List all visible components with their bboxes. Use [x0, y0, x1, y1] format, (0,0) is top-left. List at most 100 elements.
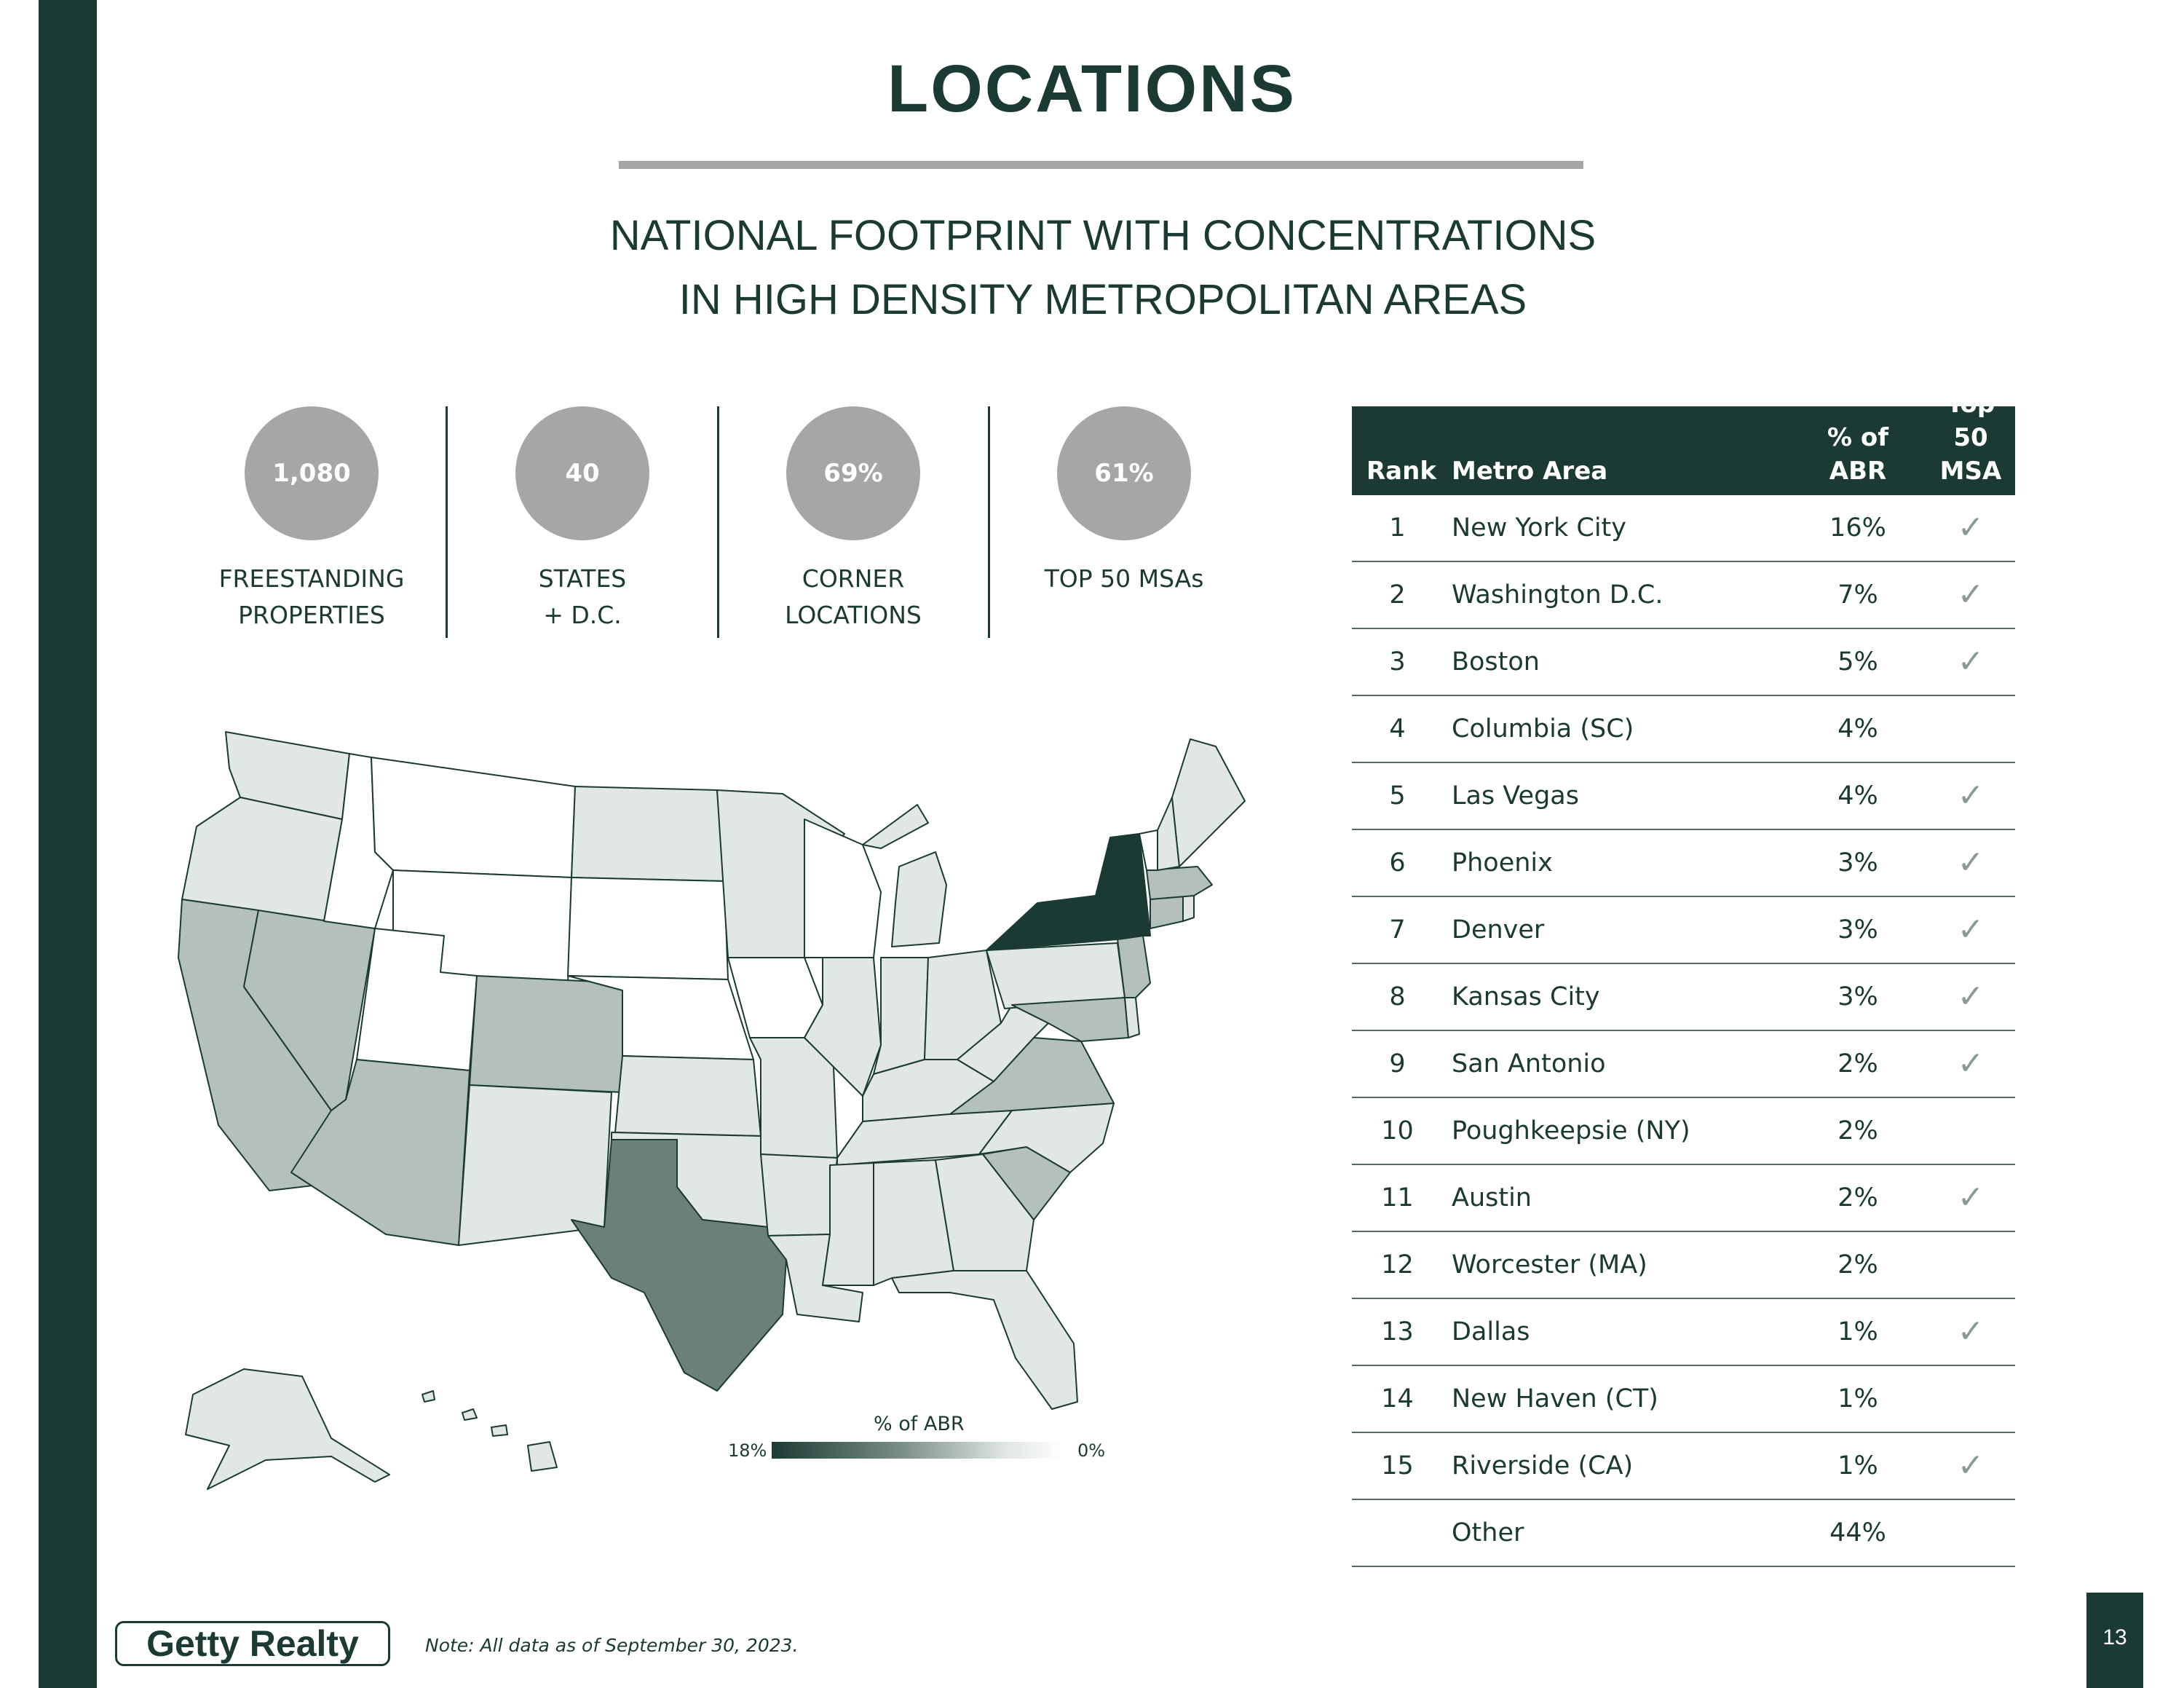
top50-check-icon: ✓	[1957, 643, 1985, 680]
header-metro-area: Metro Area	[1452, 457, 1608, 486]
metro-area-table: Rank Metro Area % of ABR Top 50 MSA 1 New…	[1352, 390, 2015, 1567]
state-ak	[185, 1368, 390, 1490]
left-brand-bar	[39, 0, 97, 1688]
cell-pct-abr: 4%	[1837, 714, 1878, 744]
top50-check-icon: ✓	[1957, 1179, 1985, 1216]
table-header: Rank Metro Area % of ABR Top 50 MSA	[1352, 390, 2015, 495]
cell-pct-abr: 3%	[1837, 915, 1878, 944]
table-row: 9 San Antonio 2% ✓	[1352, 1031, 2015, 1098]
cell-pct-abr: 1%	[1837, 1451, 1878, 1480]
getty-realty-logo: Getty Realty	[115, 1621, 390, 1666]
stat-value-circle: 1,080	[245, 406, 379, 540]
cell-metro-area: Worcester (MA)	[1452, 1250, 1647, 1279]
state-ks	[614, 1055, 761, 1137]
footnote: Note: All data as of September 30, 2023.	[425, 1635, 799, 1656]
state-co	[469, 975, 627, 1093]
state-mt	[371, 757, 576, 878]
stat-top50-msas: 61% TOP 50 MSAs	[993, 406, 1255, 597]
cell-metro-area: Other	[1452, 1518, 1524, 1547]
cell-metro-area: Denver	[1452, 915, 1545, 944]
state-ct	[1150, 895, 1184, 929]
stat-divider	[446, 406, 448, 638]
cell-rank: 13	[1381, 1317, 1414, 1346]
us-abr-map	[178, 731, 1246, 1490]
cell-metro-area: San Antonio	[1452, 1049, 1606, 1078]
cell-pct-abr: 2%	[1837, 1183, 1878, 1212]
table-row: 1 New York City 16% ✓	[1352, 495, 2015, 562]
state-in	[873, 957, 929, 1075]
stat-value-circle: 69%	[786, 406, 920, 540]
state-ny	[986, 833, 1151, 951]
cell-rank: 15	[1381, 1451, 1414, 1480]
map-legend-max-label: 0%	[1077, 1440, 1106, 1461]
cell-rank: 5	[1389, 781, 1406, 811]
state-md	[1011, 997, 1129, 1042]
state-ma	[1146, 866, 1213, 900]
cell-pct-abr: 2%	[1837, 1116, 1878, 1145]
stat-value-circle: 61%	[1057, 406, 1191, 540]
header-top50-msa: Top 50 MSA	[1939, 390, 2002, 486]
top50-check-icon: ✓	[1957, 576, 1985, 613]
cell-metro-area: Washington D.C.	[1452, 580, 1663, 610]
cell-rank: 14	[1381, 1384, 1414, 1413]
cell-metro-area: Poughkeepsie (NY)	[1452, 1116, 1690, 1145]
cell-pct-abr: 5%	[1837, 647, 1878, 677]
table-row: 6 Phoenix 3% ✓	[1352, 830, 2015, 897]
cell-rank: 6	[1389, 848, 1406, 877]
state-ga	[935, 1153, 1034, 1271]
cell-metro-area: New Haven (CT)	[1452, 1384, 1658, 1413]
cell-metro-area: New York City	[1452, 513, 1626, 543]
cell-metro-area: Phoenix	[1452, 848, 1553, 877]
state-nm	[458, 1084, 612, 1246]
table-row: 7 Denver 3% ✓	[1352, 897, 2015, 964]
cell-pct-abr: 3%	[1837, 982, 1878, 1011]
cell-pct-abr: 2%	[1837, 1049, 1878, 1078]
cell-rank: 1	[1389, 513, 1406, 543]
top50-check-icon: ✓	[1957, 978, 1985, 1015]
cell-metro-area: Las Vegas	[1452, 781, 1579, 811]
cell-pct-abr: 3%	[1837, 848, 1878, 877]
stat-value-circle: 40	[515, 406, 649, 540]
table-row: 2 Washington D.C. 7% ✓	[1352, 562, 2015, 629]
table-row: 4 Columbia (SC) 4%	[1352, 696, 2015, 763]
table-row: 14 New Haven (CT) 1%	[1352, 1366, 2015, 1433]
page-number-box: 13	[2086, 1593, 2143, 1688]
state-ri	[1182, 895, 1195, 922]
cell-rank: 8	[1389, 982, 1406, 1011]
table-row: 5 Las Vegas 4% ✓	[1352, 763, 2015, 830]
subtitle-line-2: IN HIGH DENSITY METROPOLITAN AREAS	[678, 276, 1527, 323]
table-row: 10 Poughkeepsie (NY) 2%	[1352, 1098, 2015, 1165]
state-il	[804, 957, 882, 1097]
table-row: 3 Boston 5% ✓	[1352, 629, 2015, 696]
cell-pct-abr: 16%	[1829, 513, 1886, 543]
page-number: 13	[2102, 1625, 2127, 1649]
cell-rank: 7	[1389, 915, 1406, 944]
stat-freestanding-properties: 1,080 FREESTANDING PROPERTIES	[181, 406, 443, 634]
cell-pct-abr: 7%	[1837, 580, 1878, 610]
cell-pct-abr: 44%	[1829, 1518, 1886, 1547]
top50-check-icon: ✓	[1957, 1447, 1985, 1484]
table-body: 1 New York City 16% ✓ 2 Washington D.C. 7% ✓ 3 Bo…	[1352, 495, 2015, 1567]
stat-label: FREESTANDING PROPERTIES	[218, 564, 405, 629]
map-legend-gradient	[772, 1442, 1063, 1459]
top50-check-icon: ✓	[1957, 509, 1985, 546]
cell-rank: 4	[1389, 714, 1406, 744]
state-me	[1171, 738, 1246, 867]
state-hi	[422, 1390, 558, 1472]
cell-metro-area: Riverside (CA)	[1452, 1451, 1634, 1480]
header-pct-abr: % of ABR	[1827, 423, 1889, 486]
state-az	[290, 1059, 470, 1246]
state-mi	[862, 804, 947, 947]
table-row: 8 Kansas City 3% ✓	[1352, 964, 2015, 1031]
table-row: 15 Riverside (CA) 1% ✓	[1352, 1433, 2015, 1500]
map-legend-title: % of ABR	[874, 1413, 965, 1435]
stat-divider	[717, 406, 719, 638]
cell-metro-area: Austin	[1452, 1183, 1532, 1212]
top50-check-icon: ✓	[1957, 844, 1985, 881]
top50-check-icon: ✓	[1957, 777, 1985, 814]
title-underline	[619, 161, 1583, 169]
table-row: 11 Austin 2% ✓	[1352, 1165, 2015, 1232]
state-fl	[891, 1270, 1078, 1410]
table-row: 13 Dallas 1% ✓	[1352, 1299, 2015, 1366]
cell-metro-area: Boston	[1452, 647, 1540, 677]
